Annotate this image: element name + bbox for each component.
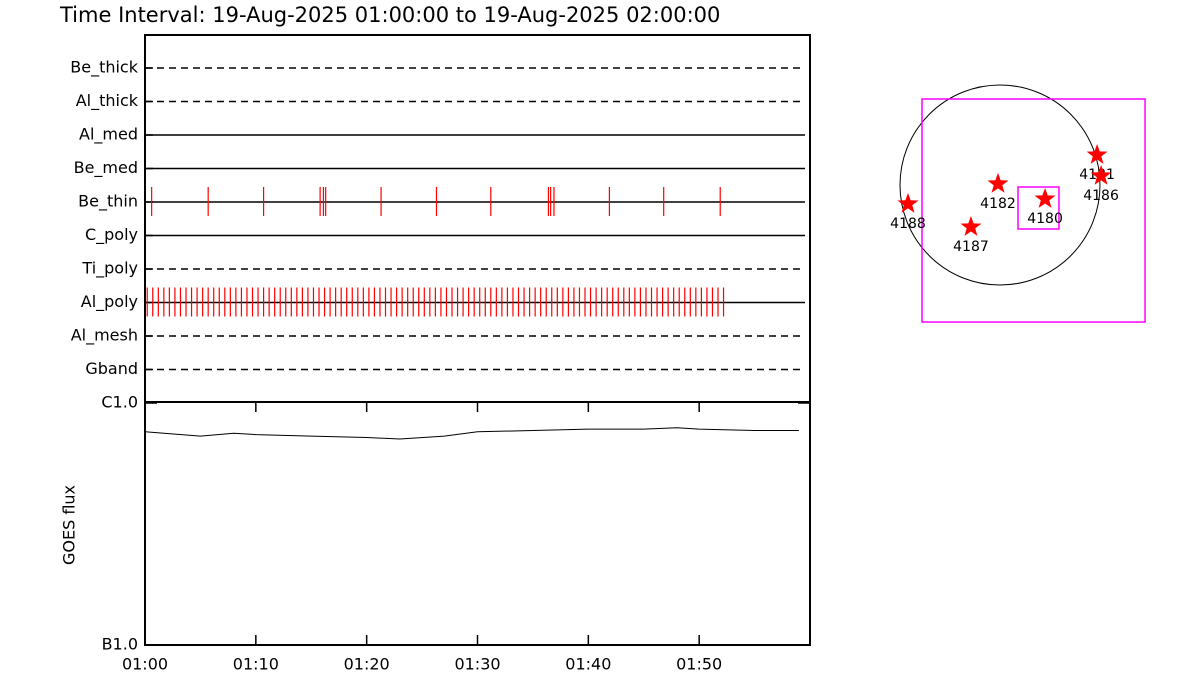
x-tick-label: 01:50 [676, 655, 722, 674]
row-label: Al_poly [81, 292, 138, 312]
flux-line [144, 427, 799, 440]
y-axis-label: GOES flux [60, 485, 79, 565]
region-star [960, 216, 982, 236]
region-star [1090, 164, 1112, 185]
x-tick-label: 01:10 [233, 655, 279, 674]
region-label: 4188 [890, 216, 926, 232]
x-tick-label: 01:30 [454, 655, 500, 674]
row-label: Al_med [79, 125, 138, 145]
row-label: Be_med [74, 158, 138, 178]
row-label: Be_thin [78, 192, 138, 212]
region-star [897, 192, 919, 213]
row-label: Al_thick [76, 91, 139, 111]
region-label: 4187 [953, 239, 989, 255]
region-star [1034, 188, 1056, 208]
row-label: Be_thick [70, 58, 138, 78]
y-tick-label: B1.0 [102, 635, 138, 654]
solar-limb [899, 84, 1101, 286]
fov-box [921, 98, 1146, 323]
region-label: 4180 [1027, 211, 1063, 227]
x-tick-label: 01:00 [122, 655, 168, 674]
y-tick-label: C1.0 [101, 393, 138, 412]
x-tick-label: 01:20 [344, 655, 390, 674]
region-star [987, 172, 1009, 193]
row-label: Gband [85, 359, 138, 378]
region-label: 4186 [1083, 188, 1119, 204]
chart-title: Time Interval: 19-Aug-2025 01:00:00 to 1… [59, 3, 720, 27]
fov-box [1017, 186, 1060, 230]
row-label: Al_mesh [71, 326, 138, 346]
region-label: 4182 [980, 196, 1016, 212]
region-star [1086, 144, 1108, 164]
x-tick-label: 01:40 [565, 655, 611, 674]
row-label: Ti_poly [81, 259, 138, 279]
row-label: C_poly [85, 225, 138, 245]
